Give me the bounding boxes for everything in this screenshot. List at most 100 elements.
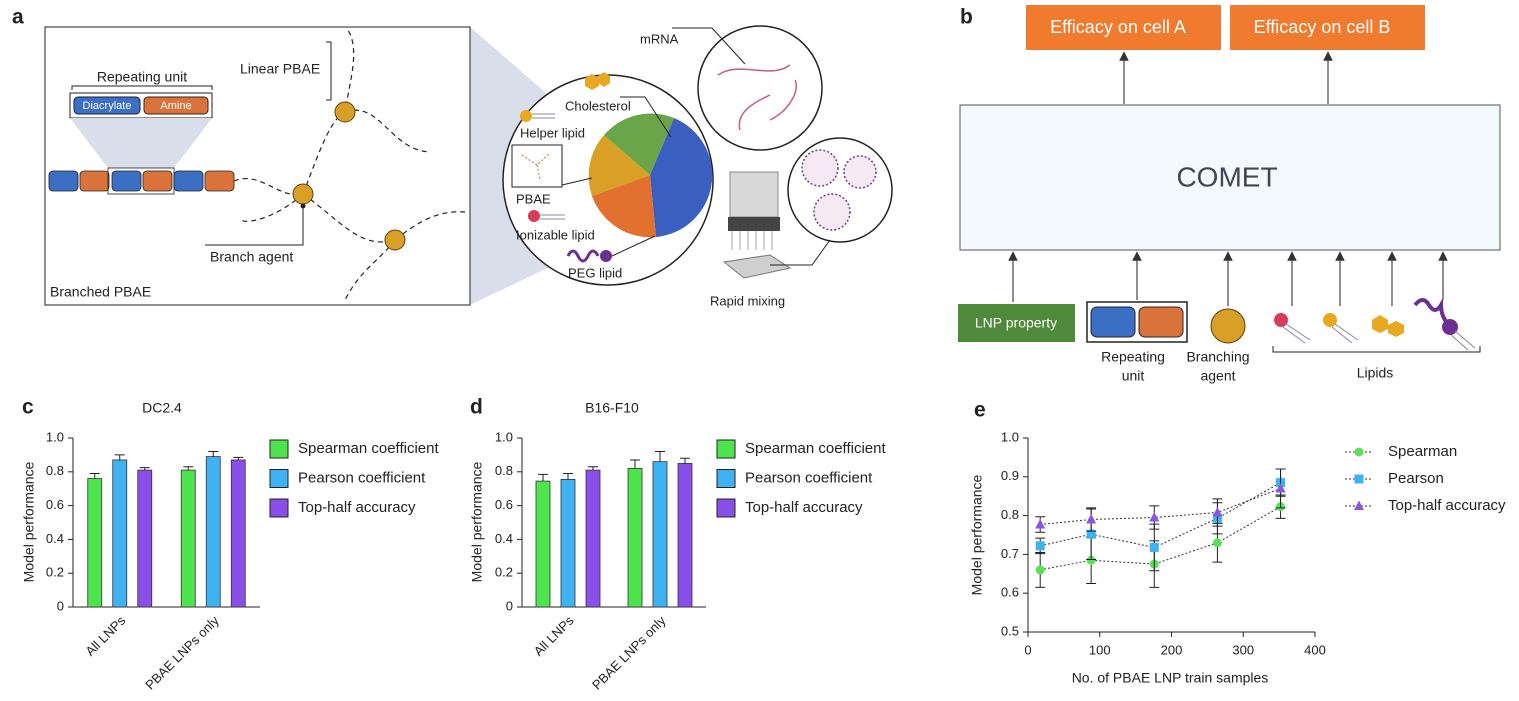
panel-a: a Repeating unit Diacrylate Amine Linear… — [12, 6, 893, 308]
cholesterol-icon — [585, 72, 610, 90]
bracket — [71, 85, 213, 90]
label: Linear PBAE — [240, 61, 320, 77]
y-tick-label: 1.0 — [46, 429, 64, 444]
legend-label: Pearson coefficient — [745, 469, 873, 486]
legend-swatch — [269, 439, 289, 459]
legend-swatch — [269, 469, 289, 488]
y-tick-label: 0.8 — [46, 463, 64, 478]
label: Cholesterol — [565, 98, 631, 113]
chain — [48, 167, 235, 195]
y-axis-label: Model performance — [469, 461, 485, 582]
legend-label: Spearman coefficient — [745, 440, 886, 457]
bar — [627, 468, 643, 608]
error-bar — [655, 451, 665, 462]
y-tick-label: 0.2 — [495, 565, 513, 580]
legend-marker — [1354, 500, 1364, 510]
amine-block — [1138, 306, 1184, 338]
point — [1035, 565, 1045, 575]
label: Repeating unit — [97, 69, 187, 85]
legend-label: Pearson coefficient — [298, 469, 426, 486]
y-tick-label: 0.7 — [1001, 546, 1019, 561]
bar — [652, 461, 668, 608]
point — [1212, 506, 1223, 517]
y-axis-label: Model performance — [21, 461, 37, 582]
legend-marker — [1354, 474, 1364, 484]
diacrylate-block — [73, 96, 141, 115]
label: Branching — [1186, 349, 1249, 365]
panel-letter: e — [974, 399, 986, 422]
leader — [672, 27, 746, 65]
leader — [205, 206, 304, 246]
point — [1149, 542, 1159, 552]
y-tick-label: 0.2 — [46, 565, 64, 580]
bar — [180, 469, 196, 608]
legend-swatch — [716, 498, 736, 518]
bar — [205, 456, 221, 608]
bar — [87, 478, 103, 608]
mixing-device — [722, 171, 792, 279]
label: Branched PBAE — [50, 284, 151, 300]
error-bar — [139, 467, 150, 471]
bar — [535, 480, 551, 608]
legend-label: Spearman — [1388, 443, 1457, 460]
output-box — [1026, 5, 1221, 50]
x-tick-label: PBAE LNPs only — [589, 613, 669, 693]
leader — [561, 177, 593, 186]
output-box — [1230, 5, 1425, 50]
dot — [300, 203, 306, 209]
point — [1086, 513, 1097, 524]
leader — [770, 239, 831, 266]
label: PEG lipid — [568, 265, 622, 280]
error-bar — [538, 473, 548, 482]
y-tick-label: 1.0 — [495, 429, 513, 444]
label: Branch agent — [210, 249, 293, 265]
x-tick-label: All LNPs — [531, 613, 577, 659]
diacrylate-block — [1090, 306, 1136, 338]
panel-b: b Efficacy on cell A Efficacy on cell B … — [958, 5, 1501, 384]
y-tick-label: 0.6 — [495, 497, 513, 512]
nanoparticles — [801, 149, 877, 231]
panel-letter: a — [12, 6, 24, 29]
error-bar — [208, 451, 219, 457]
peg-icon — [566, 249, 600, 263]
y-axis-label: Model performance — [969, 474, 985, 595]
x-tick-label: 100 — [1089, 642, 1111, 657]
label: mRNA — [640, 31, 679, 46]
y-tick-label: 0 — [57, 598, 64, 613]
legend-label: Pearson — [1388, 470, 1444, 487]
bar — [585, 469, 601, 608]
label: Helper lipid — [520, 125, 585, 140]
error-bar — [183, 466, 194, 471]
legend-swatch — [716, 439, 736, 459]
bar — [112, 459, 128, 608]
legend-swatch — [269, 498, 289, 518]
panel-letter: b — [960, 6, 973, 29]
zoom-wedge — [70, 118, 212, 168]
label: agent — [1200, 368, 1235, 384]
x-tick-label: 0 — [1024, 642, 1031, 657]
mrna-circle — [697, 25, 823, 151]
y-tick-label: 0 — [506, 598, 513, 613]
y-tick-label: 0.9 — [1001, 468, 1019, 483]
ionizable-icon — [528, 210, 540, 222]
point — [1212, 538, 1222, 548]
panel-letter: d — [470, 396, 483, 419]
model-box — [959, 104, 1501, 251]
lnp-box — [958, 304, 1075, 342]
label: Ionizable lipid — [516, 227, 595, 242]
x-tick-label: 400 — [1304, 642, 1326, 657]
error-bar — [563, 472, 573, 480]
amine-block — [143, 96, 209, 115]
legend-label: Top-half accuracy — [1388, 497, 1506, 514]
legend-marker — [1354, 447, 1364, 457]
bar — [560, 479, 576, 608]
chart-title: B16-F10 — [585, 400, 639, 416]
legend-label: Top-half accuracy — [298, 499, 416, 516]
error-bar — [680, 457, 690, 464]
label: unit — [1122, 368, 1145, 384]
y-tick-label: 1.0 — [1001, 429, 1019, 444]
bar — [677, 462, 693, 608]
bracket — [326, 41, 332, 101]
point — [1149, 512, 1160, 522]
label: Repeating — [1101, 349, 1165, 365]
